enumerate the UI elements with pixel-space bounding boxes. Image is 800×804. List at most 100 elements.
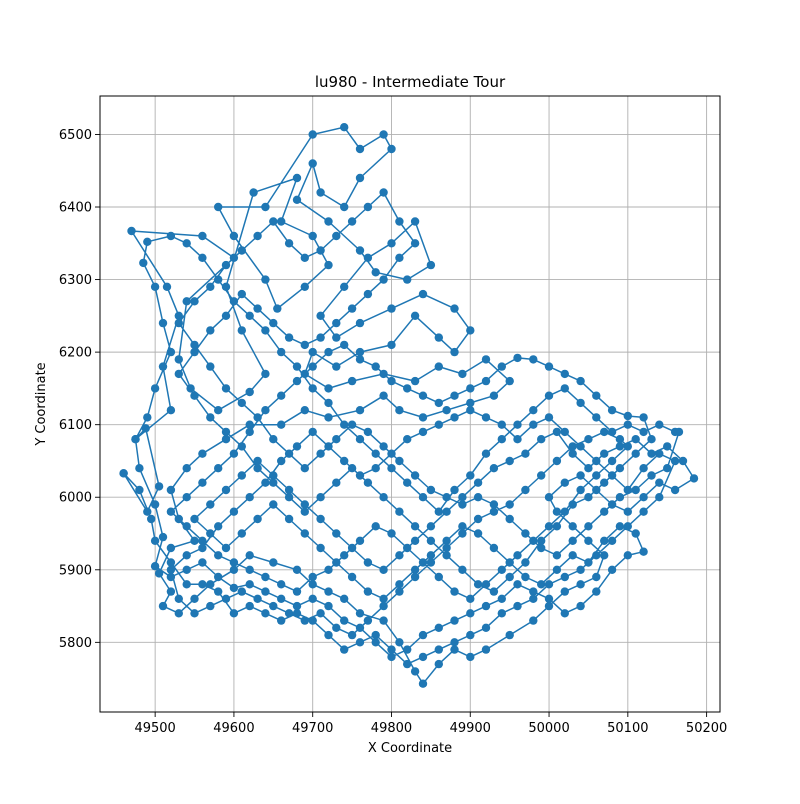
city-point: [363, 202, 373, 212]
city-point: [214, 406, 223, 415]
city-point: [253, 594, 262, 603]
city-point: [355, 246, 365, 255]
city-point: [537, 471, 546, 480]
city-point: [497, 435, 506, 444]
city-point: [607, 565, 617, 574]
city-point: [379, 369, 388, 379]
x-axis-title: X Coordinate: [368, 741, 452, 756]
city-point: [537, 580, 546, 589]
city-point: [466, 594, 475, 603]
city-point: [403, 645, 412, 654]
city-point: [182, 297, 191, 306]
city-point: [214, 275, 223, 284]
city-point: [190, 514, 199, 524]
city-point: [229, 583, 239, 593]
city-point: [186, 384, 195, 393]
city-point: [332, 623, 341, 632]
city-point: [623, 507, 632, 516]
city-point: [410, 572, 420, 582]
city-point: [418, 427, 428, 437]
city-point: [308, 231, 317, 241]
city-point: [214, 464, 223, 473]
city-point: [308, 159, 317, 168]
city-point: [347, 376, 357, 386]
city-point: [221, 594, 231, 603]
city-point: [300, 500, 309, 509]
city-point: [277, 347, 286, 357]
city-point: [174, 355, 183, 364]
city-point: [277, 217, 286, 226]
city-point: [316, 246, 325, 255]
city-point: [544, 413, 554, 422]
city-point: [166, 347, 176, 357]
city-point: [395, 587, 404, 596]
tour-points-layer: [119, 123, 699, 688]
city-point: [324, 347, 333, 357]
city-point: [237, 289, 246, 299]
city-point: [166, 507, 176, 516]
city-point: [182, 580, 191, 589]
city-point: [592, 551, 601, 560]
city-point: [623, 551, 632, 560]
city-point: [245, 493, 254, 502]
city-point: [355, 173, 365, 183]
city-point: [316, 449, 325, 458]
city-point: [505, 500, 514, 509]
city-point: [166, 565, 176, 574]
city-point: [245, 387, 254, 397]
city-point: [418, 652, 428, 662]
city-point: [249, 188, 258, 197]
city-point: [418, 630, 428, 640]
city-point: [442, 536, 451, 545]
city-point: [426, 551, 436, 560]
city-point: [229, 231, 239, 241]
y-tick-label: 5800: [59, 636, 92, 651]
city-point: [253, 304, 262, 313]
city-point: [615, 442, 625, 451]
city-point: [505, 572, 514, 582]
city-point: [568, 522, 577, 531]
plot-frame: [99, 95, 721, 713]
city-point: [324, 587, 333, 596]
city-point: [332, 529, 341, 538]
city-point: [607, 427, 617, 437]
city-point: [253, 231, 262, 241]
city-point: [568, 536, 577, 545]
city-point: [552, 522, 562, 531]
city-point: [308, 362, 317, 371]
city-point: [245, 551, 254, 560]
city-point: [284, 449, 294, 458]
city-point: [245, 580, 254, 589]
city-point: [139, 258, 148, 268]
city-point: [277, 594, 286, 603]
city-point: [308, 594, 317, 603]
city-point: [158, 601, 168, 611]
city-point: [237, 471, 246, 480]
city-point: [269, 435, 278, 444]
city-point: [529, 355, 538, 364]
city-point: [229, 297, 239, 306]
city-point: [355, 638, 365, 647]
city-point: [450, 391, 459, 400]
city-point: [576, 485, 585, 495]
city-point: [150, 282, 160, 291]
city-point: [410, 311, 420, 320]
city-point: [410, 471, 420, 480]
city-point: [269, 318, 278, 328]
x-tick-label: 49500: [134, 721, 175, 736]
city-point: [395, 253, 404, 262]
city-point: [237, 246, 246, 255]
city-point: [387, 304, 396, 313]
city-point: [261, 406, 270, 415]
city-point: [576, 376, 585, 386]
grid: [100, 96, 720, 712]
city-point: [316, 493, 325, 502]
city-point: [537, 536, 546, 545]
city-point: [615, 522, 625, 531]
city-point: [347, 543, 357, 553]
city-point: [166, 558, 176, 567]
city-point: [600, 449, 609, 458]
city-point: [174, 318, 183, 328]
city-point: [647, 471, 656, 480]
city-point: [190, 340, 199, 350]
